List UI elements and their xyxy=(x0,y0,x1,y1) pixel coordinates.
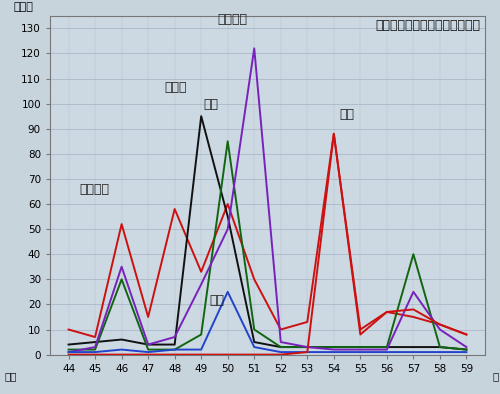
Text: 紙バルプ: 紙バルプ xyxy=(79,184,109,197)
Text: 電力: 電力 xyxy=(339,108,354,121)
Text: 鉄鋼: 鉄鋼 xyxy=(204,98,219,111)
Text: 年: 年 xyxy=(493,372,499,382)
Text: 昭和: 昭和 xyxy=(5,372,18,382)
Text: せんい: せんい xyxy=(164,80,186,93)
Text: 化学: 化学 xyxy=(209,294,224,307)
Text: （％）: （％） xyxy=(14,2,34,12)
Text: （利益減額率（１社当たり））: （利益減額率（１社当たり）） xyxy=(376,19,480,32)
Text: 非鉄金属: 非鉄金属 xyxy=(217,13,247,26)
